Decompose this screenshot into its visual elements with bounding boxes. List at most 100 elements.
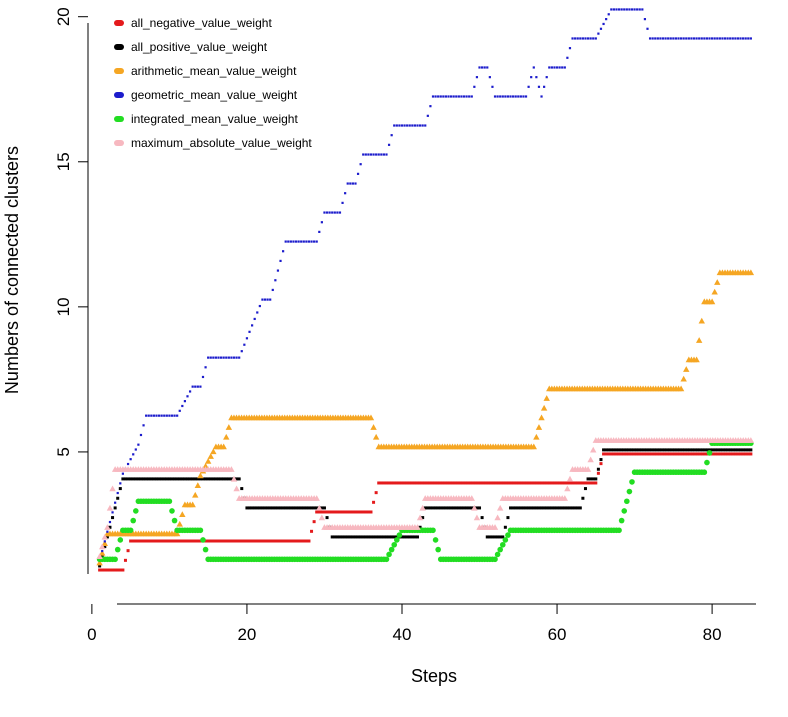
data-point <box>126 549 130 553</box>
data-point <box>392 481 396 485</box>
data-point <box>369 153 373 156</box>
data-point <box>584 37 587 40</box>
data-point <box>533 433 540 440</box>
data-point <box>215 539 219 543</box>
data-point <box>323 211 326 214</box>
data-point <box>263 298 267 301</box>
legend-swatch <box>114 20 124 26</box>
data-point <box>494 481 498 485</box>
data-point <box>604 452 608 456</box>
data-point <box>457 506 461 510</box>
data-point <box>346 535 350 539</box>
data-point <box>688 452 692 456</box>
data-point <box>548 481 552 485</box>
data-point <box>574 37 577 40</box>
data-point <box>261 298 264 301</box>
data-point <box>629 452 633 456</box>
data-point <box>209 356 212 359</box>
data-point <box>718 448 722 452</box>
data-point <box>123 558 127 562</box>
data-point <box>581 481 585 485</box>
data-point <box>678 448 682 452</box>
data-point <box>223 433 230 440</box>
data-point <box>744 37 747 40</box>
data-point <box>178 409 181 412</box>
data-point <box>415 535 419 539</box>
data-point <box>233 539 237 543</box>
data-point <box>420 481 424 485</box>
y-tick-label: 5 <box>54 447 73 456</box>
data-point <box>380 153 383 156</box>
data-point <box>507 481 511 485</box>
data-point <box>586 477 590 481</box>
data-point <box>349 182 352 185</box>
data-point <box>299 506 303 510</box>
data-point <box>434 95 437 98</box>
data-point <box>535 76 538 79</box>
data-point <box>512 95 515 98</box>
data-point <box>395 124 398 127</box>
y-tick-label: 10 <box>54 297 73 316</box>
data-point <box>116 491 119 495</box>
data-point <box>408 535 412 539</box>
data-point <box>488 76 491 79</box>
data-point <box>338 535 342 539</box>
data-point <box>333 211 336 214</box>
legend-swatch <box>114 68 124 74</box>
data-point <box>589 477 593 481</box>
legend-swatch <box>114 44 124 50</box>
data-point <box>299 539 303 543</box>
data-point <box>238 539 242 543</box>
data-point <box>568 506 572 510</box>
data-point <box>602 22 605 26</box>
data-point <box>274 539 278 543</box>
data-point <box>344 192 347 195</box>
x-tick-label: 0 <box>87 625 96 644</box>
data-point <box>413 124 417 127</box>
data-point <box>222 356 225 359</box>
data-point <box>553 66 556 69</box>
data-point <box>558 66 561 69</box>
data-point <box>167 477 171 481</box>
data-point <box>612 8 615 11</box>
data-point <box>416 124 419 127</box>
data-point <box>356 510 360 514</box>
data-point <box>698 452 702 456</box>
data-point <box>537 85 541 88</box>
data-point <box>509 481 513 485</box>
data-point <box>503 525 507 529</box>
data-point <box>147 414 150 417</box>
data-point <box>685 452 689 456</box>
data-point <box>576 37 579 40</box>
data-point <box>535 481 539 485</box>
data-point <box>726 452 730 456</box>
data-point <box>160 414 163 417</box>
data-point <box>200 537 206 543</box>
data-point <box>441 506 445 510</box>
data-point <box>209 477 213 481</box>
data-point <box>711 37 714 40</box>
data-point <box>602 452 606 456</box>
data-point <box>260 506 264 510</box>
data-point <box>682 37 685 40</box>
data-point <box>182 539 186 543</box>
y-tick-label: 15 <box>54 152 73 171</box>
data-point <box>506 516 510 520</box>
data-point <box>591 481 595 485</box>
data-point <box>553 481 557 485</box>
data-point <box>705 37 709 40</box>
data-point <box>449 506 453 510</box>
data-point <box>437 95 440 98</box>
data-point <box>366 510 370 514</box>
data-point <box>656 37 659 40</box>
data-point <box>202 462 209 469</box>
data-point <box>113 568 117 572</box>
data-point <box>408 124 411 127</box>
data-point <box>498 535 502 539</box>
data-point <box>522 95 525 98</box>
data-point <box>372 500 376 504</box>
data-point <box>305 240 308 243</box>
data-point <box>336 211 339 214</box>
data-point <box>718 452 722 456</box>
data-point <box>310 506 314 510</box>
